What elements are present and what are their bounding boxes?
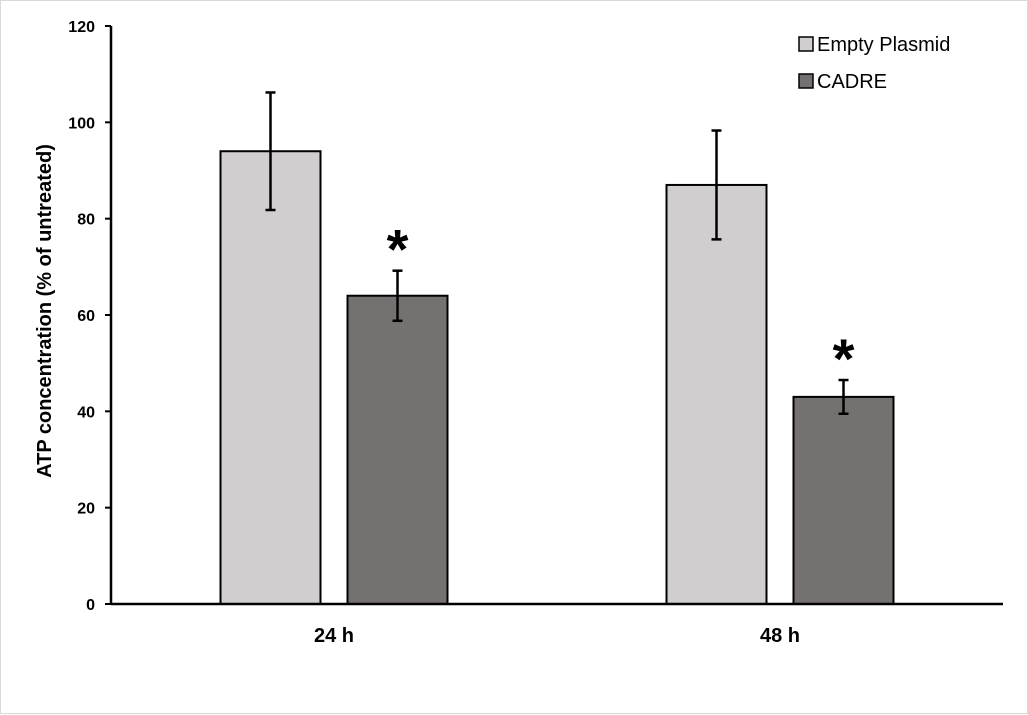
bar (792, 395, 895, 605)
legend-label: CADRE (817, 71, 887, 93)
bar (346, 294, 449, 605)
significance-markers: ** (387, 218, 855, 390)
legend-swatch (798, 36, 814, 52)
error-bars (265, 91, 849, 415)
legend-label: Empty Plasmid (817, 34, 950, 56)
x-category-label: 24 h (314, 625, 354, 647)
y-tick-label: 40 (77, 404, 95, 421)
bars (219, 150, 895, 605)
y-tick-label: 120 (68, 19, 95, 36)
y-axis-title: ATP concentration (% of untreated) (34, 144, 56, 478)
x-category-labels: 24 h 48 h (314, 625, 800, 647)
y-tick-label: 100 (68, 115, 95, 132)
significance-asterisk: * (387, 218, 409, 281)
x-category-label: 48 h (760, 625, 800, 647)
y-ticks: 0 20 40 60 80 100 120 (68, 19, 111, 614)
y-tick-label: 80 (77, 212, 95, 229)
y-tick-label: 0 (86, 597, 95, 614)
legend: Empty Plasmid CADRE (798, 34, 950, 93)
bar (665, 183, 768, 605)
bar (219, 150, 322, 605)
significance-asterisk: * (833, 327, 855, 390)
legend-swatch (798, 73, 814, 89)
y-tick-label: 20 (77, 501, 95, 518)
y-tick-label: 60 (77, 308, 95, 325)
